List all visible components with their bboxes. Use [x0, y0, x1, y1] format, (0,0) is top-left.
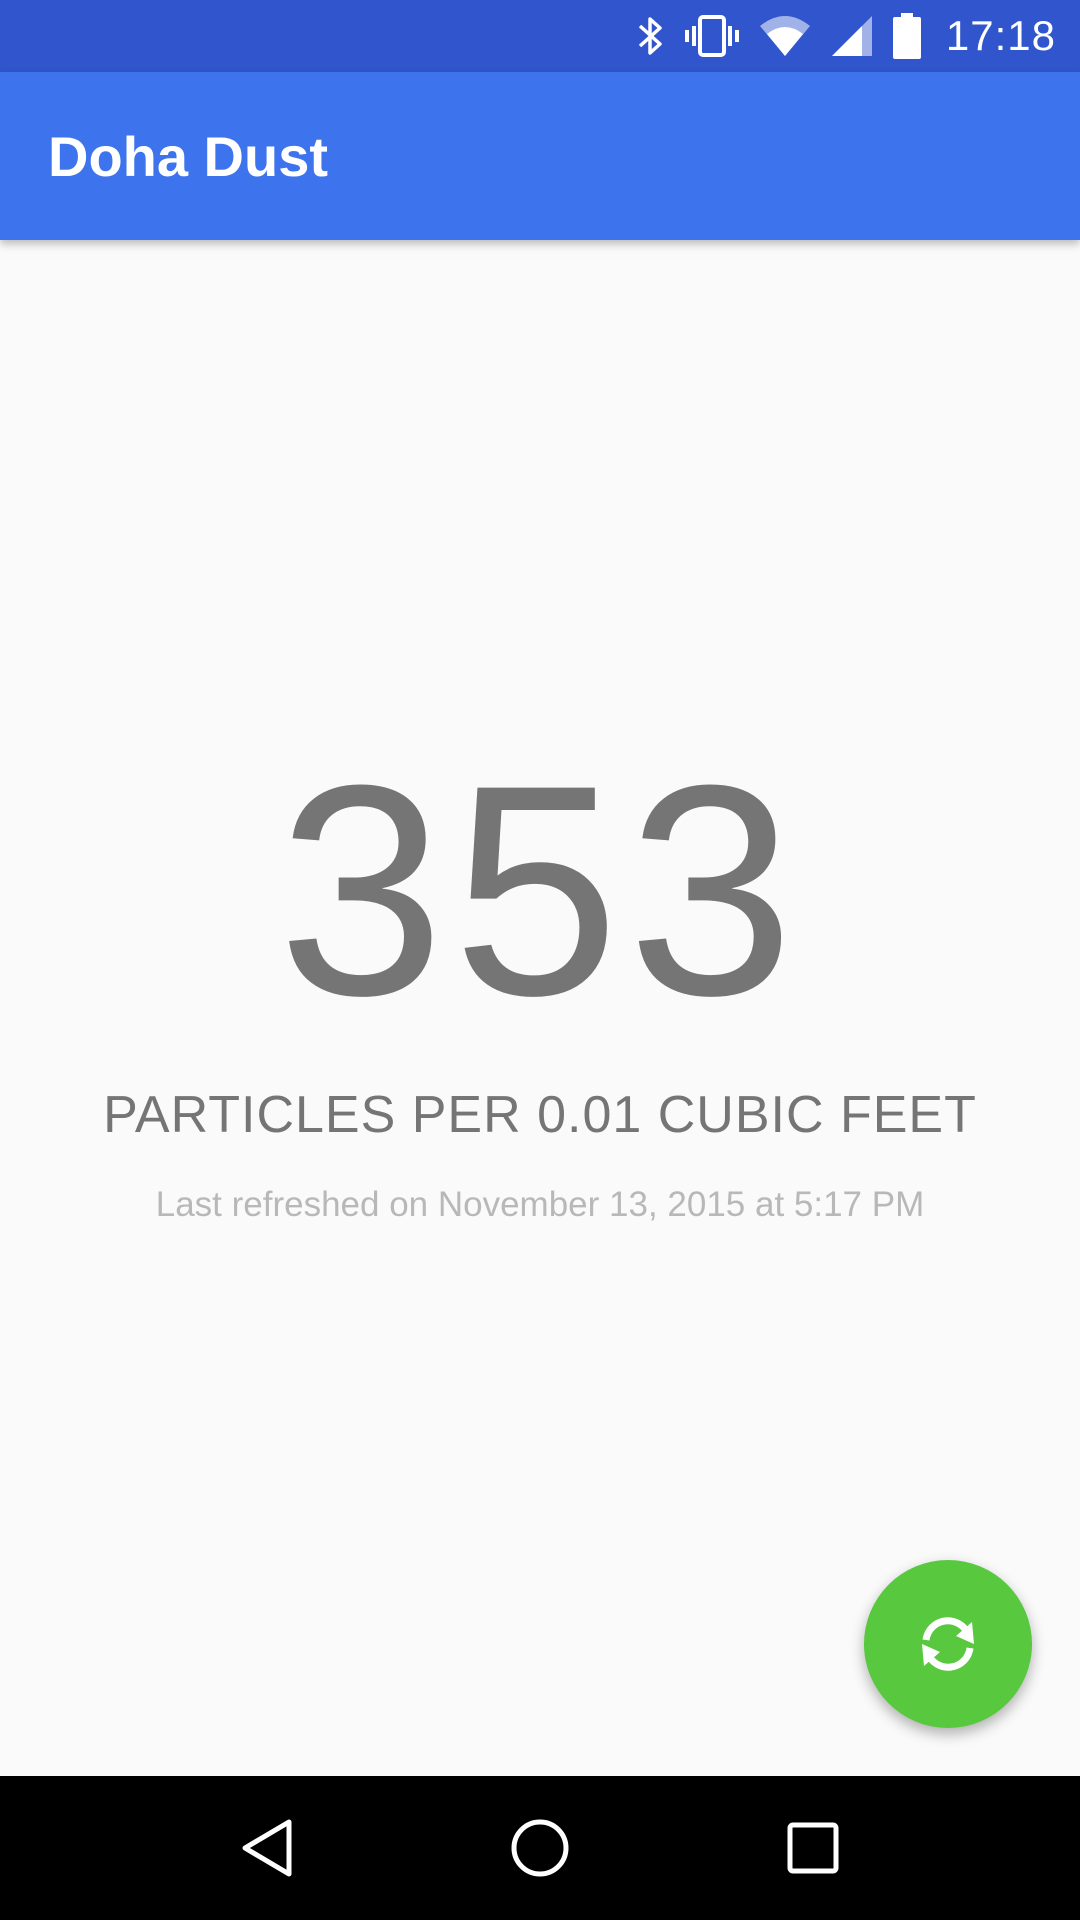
refresh-button[interactable]: [864, 1560, 1032, 1728]
vibrate-icon: [684, 14, 740, 58]
navigation-bar: [0, 1776, 1080, 1920]
reading-unit-label: PARTICLES PER 0.01 CUBIC FEET: [103, 1086, 977, 1144]
bluetooth-icon: [636, 14, 666, 58]
back-icon: [242, 1819, 292, 1877]
refresh-icon: [922, 1617, 974, 1671]
back-button[interactable]: [207, 1788, 327, 1908]
wifi-icon: [758, 14, 812, 58]
status-bar: 17:18: [0, 0, 1080, 72]
recents-icon: [787, 1822, 839, 1874]
recents-button[interactable]: [753, 1788, 873, 1908]
last-refreshed-text: Last refreshed on November 13, 2015 at 5…: [155, 1185, 925, 1224]
home-icon: [511, 1819, 569, 1877]
home-button[interactable]: [480, 1788, 600, 1908]
app-bar: Doha Dust: [0, 72, 1080, 240]
dust-reading-value: 353: [277, 722, 803, 1058]
cell-signal-icon: [830, 14, 874, 58]
status-time: 17:18: [945, 12, 1056, 59]
battery-icon: [892, 13, 922, 59]
app-title: Doha Dust: [48, 124, 328, 188]
